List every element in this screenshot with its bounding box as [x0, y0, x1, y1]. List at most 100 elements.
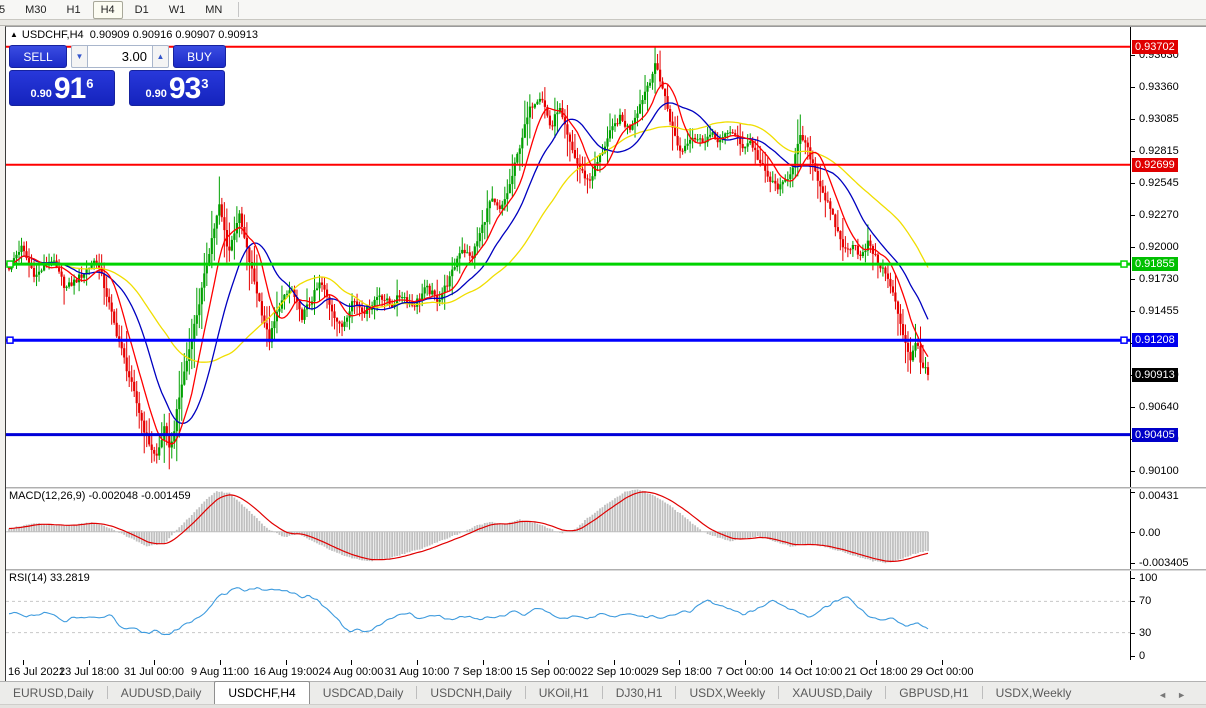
rsi-panel[interactable]: RSI(14) 33.2819	[6, 571, 1131, 660]
volume-input[interactable]: 3.00	[88, 45, 152, 68]
price-tick-label: 0.93085	[1139, 113, 1179, 125]
tab-divider	[981, 686, 983, 699]
price-tick-label: 0.92545	[1139, 177, 1179, 189]
tab-scroll-right-icon[interactable]: ►	[1177, 690, 1196, 700]
volume-decrease-button[interactable]: ▼	[71, 45, 88, 68]
date-tick-label: 29 Oct 00:00	[910, 666, 974, 678]
macd-indicator-label: MACD(12,26,9)	[9, 490, 86, 502]
chart-tab-dj30-6[interactable]: DJ30,H1	[615, 686, 663, 700]
level-handle[interactable]	[6, 336, 14, 344]
buy-price-box[interactable]: 0.90 93 3	[129, 70, 225, 106]
price-tick-label: 0.92815	[1139, 145, 1179, 157]
rsi-tick-label: 100	[1139, 572, 1158, 584]
sell-price-pip: 6	[86, 76, 94, 91]
level-handle[interactable]	[6, 260, 14, 268]
rsi-tick	[1131, 633, 1135, 634]
date-tick-label: 31 Jul 00:00	[124, 666, 184, 678]
sell-price-box[interactable]: 0.90 91 6	[9, 70, 115, 106]
date-tick-label: 16 Aug 19:00	[253, 666, 319, 678]
buy-price-pip: 3	[201, 76, 209, 91]
rsi-tick	[1131, 656, 1135, 657]
timeframe-toolbar: 5 M30 H1 H4 D1 W1 MN	[0, 0, 1206, 19]
date-tick	[876, 660, 877, 665]
timeframe-button-h1[interactable]: H1	[66, 3, 81, 16]
date-tick-label: 16 Jul 2021	[8, 666, 65, 678]
price-tick	[1131, 87, 1135, 88]
price-tick-label: 0.91730	[1139, 273, 1179, 285]
date-tick	[351, 660, 352, 665]
chart-tab-usdx-7[interactable]: USDX,Weekly	[689, 686, 766, 700]
rsi-tick-label: 30	[1139, 627, 1152, 639]
price-axis[interactable]: 0.93630 0.93360 0.93085 0.92815 0.92545 0.922…	[1131, 27, 1206, 487]
timeframe-button-mn[interactable]: MN	[205, 3, 223, 16]
date-tick	[220, 660, 221, 665]
chart-window: ▲ USDCHF,H4 0.90909 0.90916 0.90907 0.909…	[5, 26, 1206, 682]
date-tick-label: 24 Aug 00:00	[318, 666, 384, 678]
date-tick-label: 9 Aug 11:00	[191, 666, 249, 678]
timeframe-button-h4[interactable]: H4	[92, 0, 123, 19]
chart-tab-usdcnh-4[interactable]: USDCNH,Daily	[430, 686, 512, 700]
date-tick-label: 7 Oct 00:00	[716, 666, 774, 678]
volume-increase-button[interactable]: ▲	[152, 45, 169, 68]
chart-tab-eurusd-0[interactable]: EURUSD,Daily	[13, 686, 94, 700]
date-tick	[614, 660, 615, 665]
rsi-line	[8, 587, 929, 636]
chart-tab-ukoil-5[interactable]: UKOil,H1	[538, 686, 589, 700]
macd-signal-line	[8, 491, 929, 563]
bottom-strip	[0, 704, 1206, 708]
price-tick	[1131, 311, 1135, 312]
timeframe-button-m30[interactable]: M30	[25, 3, 47, 16]
current-price-label: 0.90913	[1132, 368, 1178, 382]
date-tick-label: 21 Oct 18:00	[844, 666, 908, 678]
collapse-panel-icon[interactable]: ▲	[10, 30, 18, 39]
tab-scroll-left-icon[interactable]: ◄	[1158, 690, 1178, 700]
date-tick	[811, 660, 812, 665]
macd-histogram	[8, 489, 929, 564]
chart-header: ▲ USDCHF,H4 0.90909 0.90916 0.90907 0.909…	[10, 29, 258, 41]
buy-price-prefix: 0.90	[145, 88, 167, 100]
rsi-indicator-label: RSI(14)	[9, 572, 47, 584]
toolbar-divider	[238, 2, 240, 17]
price-tick	[1131, 471, 1135, 472]
level-handle[interactable]	[1120, 336, 1128, 344]
date-tick	[23, 660, 24, 665]
level-handle[interactable]	[1120, 260, 1128, 268]
timeframe-button-w1[interactable]: W1	[168, 3, 186, 16]
tab-divider	[601, 686, 603, 699]
price-tick	[1131, 151, 1135, 152]
date-tick-label: 23 Jul 18:00	[59, 666, 119, 678]
tab-divider	[675, 686, 677, 699]
date-axis[interactable]: 16 Jul 2021 23 Jul 18:00 31 Jul 00:00 9 Aug…	[6, 660, 1206, 682]
price-tick	[1131, 183, 1135, 184]
tab-divider	[416, 686, 418, 699]
slow-ma	[8, 121, 929, 363]
chart-tab-audusd-1[interactable]: AUDUSD,Daily	[120, 686, 202, 700]
buy-button[interactable]: BUY	[173, 45, 226, 68]
mid-ma	[8, 102, 929, 425]
rsi-tick	[1131, 578, 1135, 579]
timeframe-button-d1[interactable]: D1	[134, 3, 149, 16]
price-tick	[1131, 55, 1135, 56]
panel-splitter[interactable]	[6, 487, 1206, 489]
buy-price-digits: 93	[168, 72, 201, 105]
date-tick	[154, 660, 155, 665]
price-tick	[1131, 279, 1135, 280]
chart-tab-xauusd-8[interactable]: XAUUSD,Daily	[792, 686, 873, 700]
level-price-label: 0.91208	[1132, 333, 1178, 347]
chart-ohlc-values: 0.90909 0.90916 0.90907 0.90913	[89, 29, 258, 41]
date-tick-label: 14 Oct 10:00	[779, 666, 843, 678]
macd-panel[interactable]: MACD(12,26,9) -0.002048 -0.001459	[6, 489, 1131, 569]
sell-button[interactable]: SELL	[9, 45, 67, 68]
level-price-label: 0.93702	[1132, 40, 1178, 54]
chart-tab-usdx-10[interactable]: USDX,Weekly	[995, 686, 1072, 700]
chart-symbol-title: USDCHF,H4	[21, 29, 84, 41]
chart-tab-usdcad-3[interactable]: USDCAD,Daily	[322, 686, 404, 700]
level-price-label: 0.91855	[1132, 257, 1178, 271]
chart-tab-usdchf-2[interactable]: USDCHF,H4	[214, 681, 310, 704]
panel-splitter[interactable]	[6, 569, 1206, 571]
timeframe-button-5[interactable]: 5	[0, 3, 6, 16]
sell-price-digits: 91	[53, 72, 86, 105]
one-click-trade-panel: SELL ▼ 3.00 ▲ BUY 0.90 91 6 0.90 93 3	[9, 45, 231, 106]
date-tick	[942, 660, 943, 665]
chart-tab-gbpusd-9[interactable]: GBPUSD,H1	[899, 686, 969, 700]
